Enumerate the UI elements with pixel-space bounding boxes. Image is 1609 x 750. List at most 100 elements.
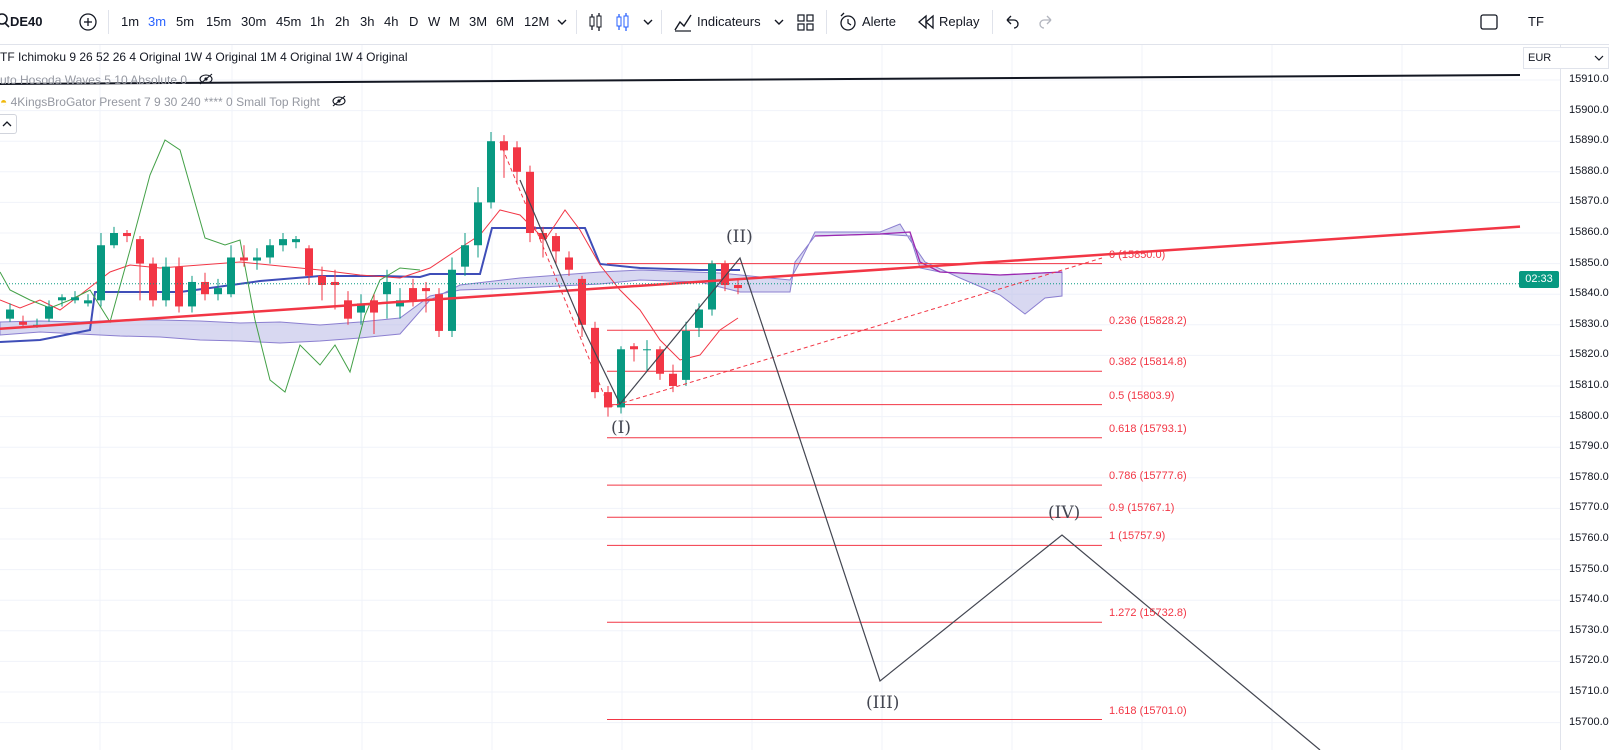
toolbar-divider (108, 10, 109, 34)
legend-gator-label: 4KingsBroGator Present 7 9 30 240 **** 0… (10, 95, 320, 109)
senkou-span-line (814, 231, 1063, 276)
layout-grid-icon[interactable] (796, 0, 814, 44)
candle-body (97, 245, 105, 301)
wave-label-2: (II) (726, 227, 753, 247)
chikou-span-line (0, 139, 421, 393)
candle-body (513, 147, 521, 172)
candle-body (266, 245, 274, 258)
candle-body (409, 288, 417, 301)
timeframe-d[interactable]: D (409, 14, 419, 29)
indicators-button[interactable]: Indicateurs (697, 14, 761, 29)
compare-add-icon[interactable] (78, 0, 98, 44)
candle-body (240, 257, 248, 261)
fib-level-label: 1.272 (15732.8) (1109, 607, 1187, 620)
timeframe-w[interactable]: W (428, 14, 441, 29)
legend-ichimoku[interactable]: TF Ichimoku 9 26 52 26 4 Original 1W 4 O… (0, 50, 408, 64)
price-tick-label: 15740.0 (1569, 593, 1609, 606)
price-tick-label: 15820.0 (1569, 348, 1609, 361)
price-tick-label: 15790.0 (1569, 440, 1609, 453)
fib-level-label: 0.9 (15767.1) (1109, 502, 1175, 515)
replay-icon[interactable] (917, 0, 935, 44)
price-tick-label: 15750.0 (1569, 562, 1609, 575)
timeframe-1m[interactable]: 1m (121, 14, 140, 29)
fib-level-label: 1 (15757.9) (1109, 530, 1166, 543)
candle-body (123, 233, 131, 237)
candle-body (45, 306, 53, 319)
symbol-name[interactable]: DE40 (10, 14, 43, 29)
indicators-icon[interactable] (673, 0, 693, 44)
timeframe-2h[interactable]: 2h (335, 14, 350, 29)
alert-button[interactable]: Alerte (862, 14, 896, 29)
timeframe-45m[interactable]: 45m (276, 14, 302, 29)
price-tick-label: 15850.0 (1569, 256, 1609, 269)
candle-body (474, 202, 482, 246)
chevron-down-icon[interactable] (555, 0, 569, 44)
price-tick-label: 15860.0 (1569, 226, 1609, 238)
candle-body (136, 239, 144, 264)
candle-body (539, 233, 547, 240)
candle-body (448, 269, 456, 331)
candle-body (422, 288, 430, 292)
account-label[interactable]: TF (1528, 14, 1544, 29)
timeframe-5m[interactable]: 5m (176, 14, 195, 29)
fullscreen-icon[interactable] (1480, 0, 1498, 44)
timeframe-12m[interactable]: 12M (524, 14, 550, 29)
candles-icon[interactable] (614, 0, 632, 44)
candle-body (344, 300, 352, 319)
timeframe-3m-month[interactable]: 3M (469, 14, 488, 29)
top-toolbar: DE40 1m 3m 5m 15m 30m 45m 1h 2h 3h 4h D … (0, 0, 1609, 45)
candle-body (617, 349, 625, 408)
fibonacci-levels (607, 263, 1102, 721)
eye-crossed-icon[interactable] (331, 95, 347, 107)
timeframe-1h[interactable]: 1h (310, 14, 325, 29)
price-tick-label: 15830.0 (1569, 317, 1609, 330)
timeframe-4h[interactable]: 4h (384, 14, 399, 29)
undo-icon[interactable] (1003, 0, 1021, 44)
currency-selector[interactable]: EUR (1523, 47, 1609, 69)
candle-body (6, 309, 14, 319)
candle-body (227, 257, 235, 295)
search-icon[interactable] (0, 0, 12, 44)
legend-gator[interactable]: ◓ 4KingsBroGator Present 7 9 30 240 ****… (0, 95, 347, 109)
chevron-down-icon[interactable] (641, 0, 655, 44)
chevron-down-icon[interactable] (772, 0, 786, 44)
toolbar-divider (661, 10, 662, 34)
price-tick-label: 15770.0 (1569, 501, 1609, 514)
candle-body (214, 288, 222, 295)
eye-crossed-icon[interactable] (198, 73, 214, 85)
candle-body (565, 257, 573, 270)
lock-icon: ◓ (0, 95, 8, 109)
chart-grid (0, 45, 1560, 750)
candle-body (669, 373, 677, 386)
legend-hosoda-waves[interactable]: uto Hosoda Waves 5 10 Absolute 0 (0, 73, 214, 87)
timeframe-m[interactable]: M (449, 14, 460, 29)
timeframe-15m[interactable]: 15m (206, 14, 232, 29)
fib-level-label: 0.236 (15828.2) (1109, 315, 1187, 328)
price-scale[interactable] (1560, 45, 1609, 750)
candle-body (19, 321, 27, 325)
replay-button[interactable]: Replay (939, 14, 980, 29)
candle-body (292, 239, 300, 243)
timeframe-3m[interactable]: 3m (148, 14, 167, 29)
alarm-clock-icon[interactable] (838, 0, 858, 44)
price-tick-label: 15700.0 (1569, 715, 1609, 728)
toolbar-divider (992, 10, 993, 34)
candle-body (318, 275, 326, 286)
candle-body (396, 300, 404, 307)
timeframe-30m[interactable]: 30m (241, 14, 267, 29)
redo-icon[interactable] (1037, 0, 1055, 44)
toolbar-divider (826, 10, 827, 34)
price-tick-label: 15910.0 (1569, 73, 1609, 85)
chart-canvas[interactable] (0, 45, 1609, 750)
rising-trend-line (0, 225, 1521, 331)
timeframe-6m[interactable]: 6M (496, 14, 515, 29)
bar-chart-icon[interactable] (587, 0, 605, 44)
wave-label-3: (III) (866, 693, 900, 713)
fib-level-label: 0 (15850.0) (1109, 248, 1166, 261)
price-tick-label: 15730.0 (1569, 623, 1609, 636)
candle-body (201, 281, 209, 295)
candle-body (500, 141, 508, 151)
candle-body (487, 141, 495, 203)
timeframe-3h[interactable]: 3h (360, 14, 375, 29)
collapse-legend-button[interactable] (0, 114, 17, 134)
